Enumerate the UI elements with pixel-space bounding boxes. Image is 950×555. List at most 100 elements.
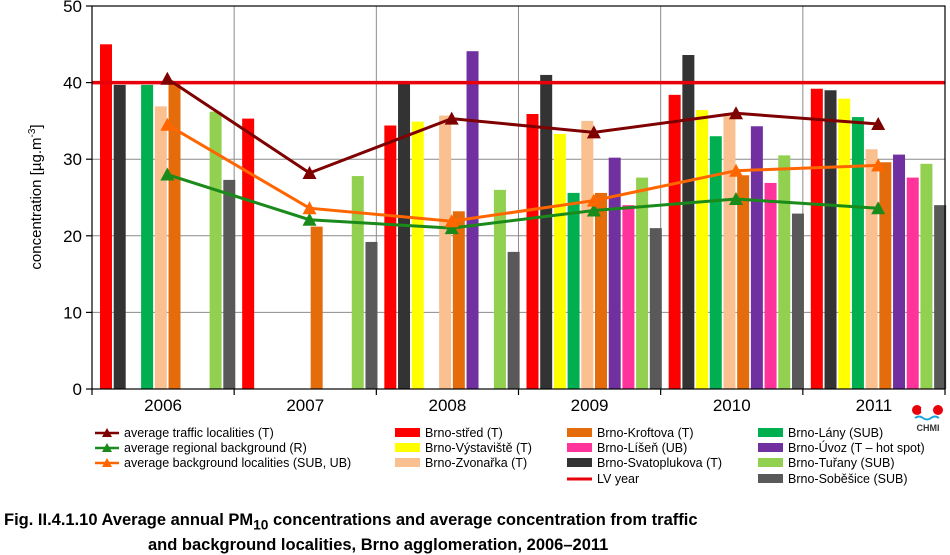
bar-2010-brno-sob-ice-sub- xyxy=(791,213,804,389)
bar-2008-brno-tu-any-sub- xyxy=(493,189,506,389)
x-tick-labels: 2006 2007 2008 2009 2010 2011 xyxy=(144,396,892,415)
bar-2010-brno-voz-t-hot-spot- xyxy=(750,126,763,390)
line-series-1 xyxy=(166,173,879,230)
x-tick-2010: 2010 xyxy=(713,396,751,415)
bar-2009-brno-tu-any-sub- xyxy=(636,177,649,389)
legend-col3-label-0: Brno-Kroftova (T) xyxy=(597,426,694,440)
legend-col2-swatch-1 xyxy=(395,443,420,452)
caption-prefix: Fig. II.4.1.10 Average annual PM xyxy=(4,511,254,529)
legend-col3-swatch-1 xyxy=(567,443,592,452)
line-point-2-2010 xyxy=(729,163,744,177)
line-series-2 xyxy=(166,123,879,223)
x-tick-2006: 2006 xyxy=(144,396,182,415)
legend-col2-label-2: Brno-Zvonařka (T) xyxy=(425,456,527,470)
legend-marker-0 xyxy=(102,428,112,437)
bar-2006-brno-svatoplukova-t- xyxy=(113,84,126,389)
bar-2010-brno-tu-any-sub- xyxy=(778,155,791,389)
logo-text: CHMI xyxy=(917,423,940,433)
bar-2010-brno-zvona-ka-t- xyxy=(723,113,736,390)
figure-caption: Fig. II.4.1.10 Average annual PM10 conce… xyxy=(4,510,698,555)
legend-col4-label-0: Brno-Lány (SUB) xyxy=(788,426,883,440)
bar-2009-brno-l-ny-sub- xyxy=(567,192,580,389)
line-point-1-2006 xyxy=(160,167,175,181)
x-tick-2011: 2011 xyxy=(856,396,893,415)
bar-2011-brno-sob-ice-sub- xyxy=(934,205,947,389)
legend-col4-swatch-0 xyxy=(758,428,783,437)
bar-2009-brno-zvona-ka-t- xyxy=(581,120,594,390)
line-point-2-2009 xyxy=(586,193,601,207)
y-tick-labels: 0 10 20 30 40 50 xyxy=(63,0,82,399)
bar-2008-brno-zvona-ka-t- xyxy=(439,115,452,390)
bar-2008-brno-sob-ice-sub- xyxy=(507,251,520,389)
legend-label-avg-1: average regional background (R) xyxy=(124,441,307,455)
logo-dot-left xyxy=(912,405,922,415)
line-point-1-2008 xyxy=(444,221,459,235)
logo-dot-right xyxy=(933,405,943,415)
line-point-2-2008 xyxy=(444,214,459,228)
line-series-0 xyxy=(166,77,879,175)
legend-label-avg-2: average background localities (SUB, UB) xyxy=(124,456,351,470)
bar-2011-brno-zvona-ka-t- xyxy=(865,149,878,389)
legend-col4-swatch-1 xyxy=(758,443,783,452)
x-tick-2008: 2008 xyxy=(429,396,467,415)
bar-2009-brno-kroftova-t- xyxy=(595,192,607,389)
bar-2011-brno-st-ed-t- xyxy=(810,88,823,389)
bar-2011-brno-l-e-ub- xyxy=(906,177,919,389)
bar-2006-brno-zvona-ka-t- xyxy=(154,106,167,389)
x-tick-2009: 2009 xyxy=(571,396,609,415)
logo-notch xyxy=(921,408,927,412)
legend-col4-swatch-2 xyxy=(758,458,783,467)
bar-2007-brno-sob-ice-sub- xyxy=(365,241,378,389)
bar-2007-brno-kroftova-t- xyxy=(310,226,323,389)
legend-col4-label-3: Brno-Soběšice (SUB) xyxy=(788,472,908,486)
line-point-0-2006 xyxy=(160,71,175,85)
legend-col3-label-2: Brno-Svatoplukova (T) xyxy=(597,456,722,470)
bar-2008-brno-voz-t-hot-spot- xyxy=(466,51,479,389)
bar-2009-brno-svatoplukova-t- xyxy=(540,74,553,389)
chart-svg: 0 10 20 30 40 50 2006 2007 2008 2009 2010 2011 con… xyxy=(27,0,947,486)
legend-label-avg-0: average traffic localities (T) xyxy=(124,426,274,440)
caption-line-1: Fig. II.4.1.10 Average annual PM10 conce… xyxy=(4,510,698,535)
legend-col3-label-3: LV year xyxy=(597,472,639,486)
bar-2011-brno-voz-t-hot-spot- xyxy=(893,154,906,389)
chmi-logo: CHMI xyxy=(910,404,946,434)
bar-2006-brno-l-ny-sub- xyxy=(141,84,154,389)
average-lines xyxy=(160,71,886,235)
legend-marker-2 xyxy=(102,458,112,467)
y-axis-label: concentration [µg.m-3] xyxy=(27,124,45,269)
bar-2010-brno-v-stavi-t-t- xyxy=(696,110,709,390)
bar-2009-brno-v-stavi-t-t- xyxy=(553,133,566,389)
bar-2006-brno-sob-ice-sub- xyxy=(223,179,236,389)
y-tick-40: 40 xyxy=(63,74,82,93)
bar-2007-brno-st-ed-t- xyxy=(242,118,255,390)
bars xyxy=(100,44,947,390)
bar-2006-brno-tu-any-sub- xyxy=(209,111,222,389)
bar-2011-brno-svatoplukova-t- xyxy=(824,90,837,389)
legend-col3-label-1: Brno-Líšeň (UB) xyxy=(597,441,687,455)
bar-2009-brno-l-e-ub- xyxy=(622,205,635,389)
bar-2010-brno-kroftova-t- xyxy=(737,175,750,389)
line-point-1-2010 xyxy=(729,192,744,206)
bar-2008-brno-st-ed-t- xyxy=(384,125,397,389)
line-point-2-2006 xyxy=(160,117,175,131)
bar-2007-brno-tu-any-sub- xyxy=(351,176,364,389)
y-tick-10: 10 xyxy=(63,303,82,322)
y-tick-20: 20 xyxy=(63,227,82,246)
legend-col2-swatch-0 xyxy=(395,428,420,437)
bar-2011-brno-tu-any-sub- xyxy=(920,163,933,389)
bar-2010-brno-svatoplukova-t- xyxy=(682,55,695,390)
line-point-1-2007 xyxy=(302,212,317,226)
line-point-1-2011 xyxy=(871,201,886,215)
bar-2008-brno-svatoplukova-t- xyxy=(398,82,411,389)
legend-col2-label-1: Brno-Výstaviště (T) xyxy=(425,441,532,455)
bar-2008-brno-v-stavi-t-t- xyxy=(411,121,424,389)
legend-col2-swatch-2 xyxy=(395,458,420,467)
line-point-0-2009 xyxy=(586,125,601,139)
bar-2011-brno-kroftova-t- xyxy=(879,162,892,389)
bar-2010-brno-st-ed-t- xyxy=(668,94,681,389)
bar-2006-brno-kroftova-t- xyxy=(168,82,181,389)
caption-line-2: and background localities, Brno agglomer… xyxy=(148,536,609,555)
caption-suffix: concentrations and average concentration… xyxy=(268,511,698,529)
line-point-2-2007 xyxy=(302,201,317,215)
line-point-0-2011 xyxy=(871,116,886,130)
